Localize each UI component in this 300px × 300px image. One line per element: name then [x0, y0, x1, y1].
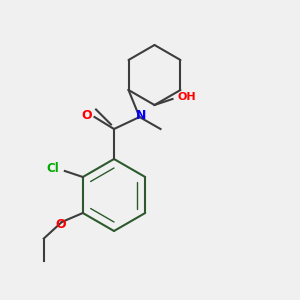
Text: N: N	[136, 109, 146, 122]
Text: O: O	[82, 109, 92, 122]
Text: OH: OH	[177, 92, 196, 103]
Text: O: O	[55, 218, 66, 232]
Text: Cl: Cl	[46, 161, 59, 175]
